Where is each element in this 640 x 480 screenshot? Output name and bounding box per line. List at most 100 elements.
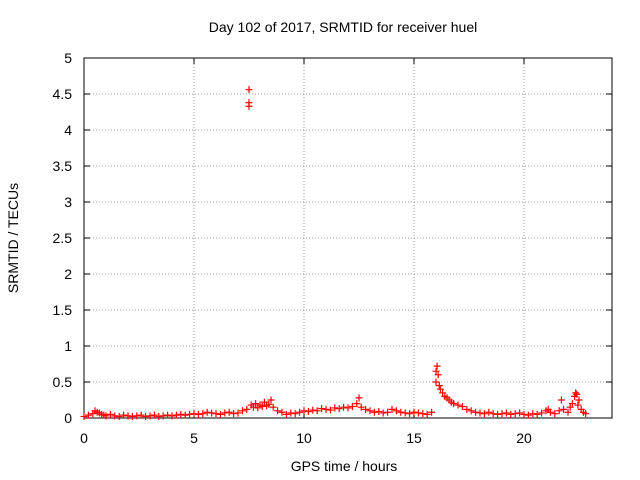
data-point — [384, 408, 392, 416]
data-point — [397, 408, 405, 416]
data-point — [128, 413, 136, 421]
data-point — [221, 409, 229, 417]
data-point — [434, 371, 442, 379]
data-point — [234, 409, 242, 417]
data-point — [186, 410, 194, 418]
data-point — [249, 403, 257, 411]
data-point — [436, 385, 444, 393]
data-point — [494, 410, 502, 418]
data-point — [318, 405, 326, 413]
data-point — [392, 407, 400, 415]
data-point — [476, 409, 484, 417]
data-point — [243, 405, 251, 413]
data-point — [379, 409, 387, 417]
data-point — [155, 413, 163, 421]
data-point — [485, 408, 493, 416]
data-point — [309, 406, 317, 414]
data-point — [267, 396, 275, 404]
data-point — [137, 411, 145, 419]
data-point — [146, 412, 154, 420]
data-point — [366, 407, 374, 415]
y-tick-label: 1.5 — [53, 302, 73, 318]
data-point — [190, 410, 198, 418]
data-point — [216, 410, 224, 418]
data-point — [300, 407, 308, 415]
data-point — [357, 403, 365, 411]
x-tick-label: 15 — [406, 430, 422, 446]
data-point — [199, 410, 207, 418]
x-tick-label: 20 — [516, 430, 532, 446]
x-tick-label: 5 — [190, 430, 198, 446]
data-point — [269, 403, 277, 411]
data-point — [245, 99, 253, 107]
data-point — [572, 389, 580, 397]
data-point — [433, 362, 441, 370]
y-tick-label: 4 — [64, 122, 72, 138]
data-point — [124, 412, 132, 420]
data-point — [498, 410, 506, 418]
data-point — [568, 400, 576, 408]
x-axis: 0 5 10 15 20 — [80, 58, 532, 446]
data-point — [168, 412, 176, 420]
data-point — [245, 86, 253, 94]
data-point — [326, 406, 334, 414]
data-point — [115, 413, 123, 421]
data-point — [560, 405, 568, 413]
data-point — [454, 401, 462, 409]
data-point — [194, 410, 202, 418]
y-tick-label: 1 — [64, 338, 72, 354]
data-point — [278, 408, 286, 416]
data-point — [516, 409, 524, 417]
data-point — [348, 402, 356, 410]
data-point — [406, 410, 414, 418]
data-point — [573, 390, 581, 398]
chart-title: Day 102 of 2017, SRMTID for receiver hue… — [209, 19, 477, 35]
data-point — [203, 408, 211, 416]
data-point — [355, 394, 363, 402]
data-point — [388, 405, 396, 413]
data-point — [212, 410, 220, 418]
data-point — [282, 410, 290, 418]
data-point — [258, 402, 266, 410]
grid — [84, 58, 612, 418]
y-axis-label: SRMTID / TECUs — [5, 183, 21, 293]
y-tick-label: 0.5 — [53, 374, 73, 390]
data-point — [274, 407, 282, 415]
data-point — [463, 405, 471, 413]
data-point — [291, 410, 299, 418]
data-point — [419, 410, 427, 418]
data-point — [225, 408, 233, 416]
data-point — [450, 400, 458, 408]
data-point — [538, 409, 546, 417]
data-point — [102, 412, 110, 420]
data-point — [159, 412, 167, 420]
y-tick-label: 5 — [64, 50, 72, 66]
data-point — [80, 413, 88, 421]
data-point — [529, 410, 537, 418]
data-point — [467, 407, 475, 415]
data-point — [435, 382, 443, 390]
data-point — [313, 407, 321, 415]
data-point — [524, 411, 532, 419]
data-point — [546, 408, 554, 416]
y-tick-label: 0 — [64, 410, 72, 426]
data-points — [80, 86, 590, 421]
data-point — [172, 411, 180, 419]
y-axis: 0 0.5 1 1.5 2 2.5 3 3.5 4 4.5 5 — [53, 50, 612, 426]
y-tick-label: 3 — [64, 194, 72, 210]
data-point — [423, 410, 431, 418]
data-point — [335, 405, 343, 413]
data-point — [458, 402, 466, 410]
data-point — [133, 412, 141, 420]
data-point — [238, 407, 246, 415]
data-point — [574, 401, 582, 409]
y-tick-label: 2 — [64, 266, 72, 282]
data-point — [375, 408, 383, 416]
data-point — [575, 396, 583, 404]
x-tick-label: 0 — [80, 430, 88, 446]
data-point — [230, 410, 238, 418]
data-point — [106, 410, 114, 418]
data-point — [120, 411, 128, 419]
data-point — [304, 408, 312, 416]
